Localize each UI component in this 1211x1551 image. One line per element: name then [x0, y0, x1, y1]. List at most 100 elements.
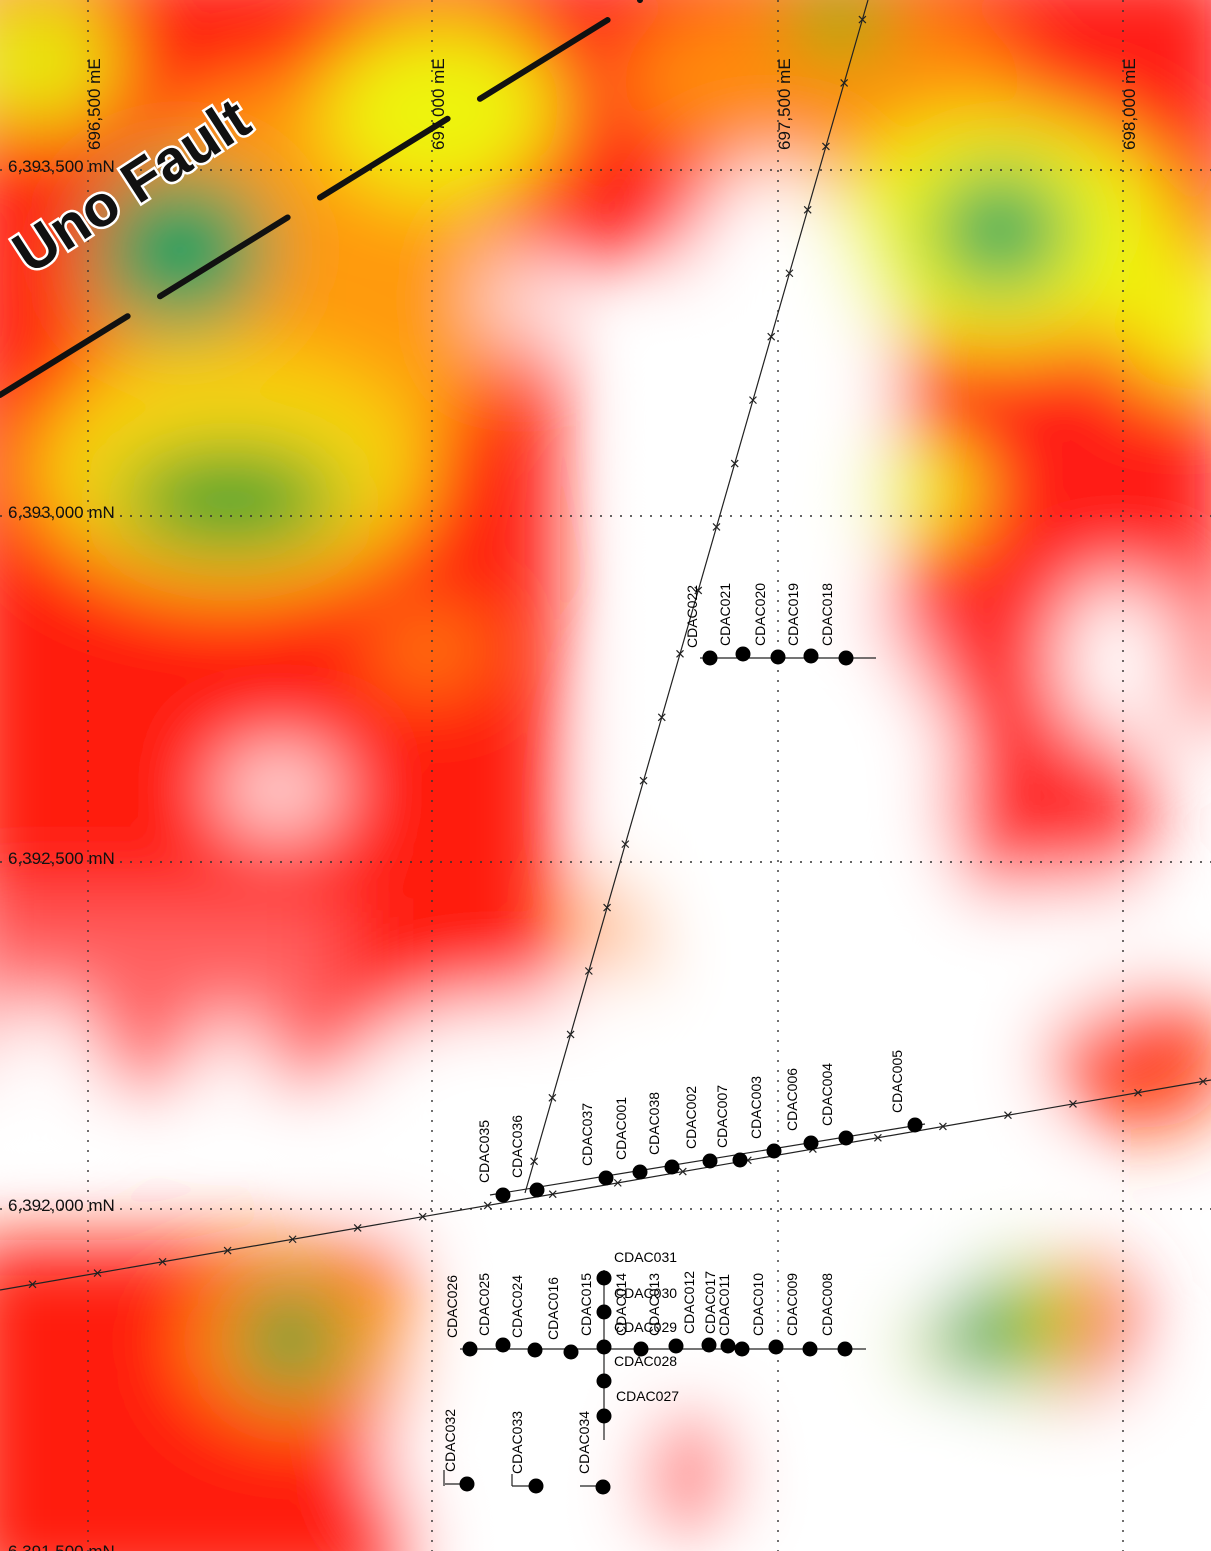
drillhole-label: CDAC021	[717, 583, 733, 646]
traverse-tick	[767, 332, 776, 341]
drillholes-south: CDAC026 CDAC025 CDAC024 CDAC016 CDAC015 …	[444, 1271, 853, 1360]
drillhole-marker	[529, 1182, 545, 1198]
drillhole-label: CDAC015	[578, 1273, 594, 1336]
drillhole-label: CDAC022	[684, 585, 700, 648]
drillhole-label: CDAC025	[476, 1273, 492, 1336]
traverse-tick	[1199, 1077, 1207, 1086]
drillhole-label: CDAC038	[646, 1092, 662, 1155]
traverse-tick	[803, 205, 812, 214]
drillhole-marker	[803, 648, 819, 664]
drillhole-label: CDAC014	[613, 1273, 629, 1336]
drillhole-marker	[495, 1337, 511, 1353]
drillhole-marker	[837, 1341, 853, 1357]
traverse-tick	[548, 1190, 557, 1199]
traverse-tick	[483, 1201, 492, 1210]
drillhole-label: CDAC010	[750, 1273, 766, 1336]
traverse-tick	[821, 142, 830, 151]
easting-label: 696,500 mE	[85, 58, 104, 150]
drillhole-label: CDAC024	[509, 1275, 525, 1338]
drillhole-label: CDAC006	[784, 1068, 800, 1131]
drillhole-marker	[734, 1341, 750, 1357]
drillholes-southern: CDAC032 CDAC033 CDAC034	[442, 1409, 611, 1495]
traverse-tick	[873, 1133, 882, 1142]
traverse-tick	[566, 1030, 575, 1039]
drillhole-label: CDAC028	[614, 1353, 677, 1369]
drillhole-marker	[838, 650, 854, 666]
drillhole-label: CDAC012	[681, 1271, 697, 1334]
drillhole-label: CDAC030	[614, 1285, 677, 1301]
drillhole-label: CDAC002	[683, 1086, 699, 1149]
easting-label: 698,000 mE	[1120, 58, 1139, 150]
diagonal-traverse	[524, 0, 869, 1194]
drillhole-marker	[595, 1479, 611, 1495]
traverse-tick	[223, 1246, 232, 1255]
drillhole-label: CDAC036	[509, 1115, 525, 1178]
drillhole-marker	[702, 650, 718, 666]
drillhole-marker	[702, 1153, 718, 1169]
northing-label: 6,393,500 mN	[8, 157, 115, 176]
traverse-tick	[712, 523, 721, 531]
drillhole-marker	[527, 1342, 543, 1358]
traverse-tick	[1004, 1111, 1012, 1120]
traverse-tick	[418, 1212, 427, 1221]
drillhole-marker	[563, 1344, 579, 1360]
traverse-tick	[353, 1224, 362, 1232]
drillhole-label: CDAC026	[444, 1275, 460, 1338]
drillholes-central: CDAC035 CDAC036 CDAC037 CDAC001 CDAC038 …	[476, 1050, 923, 1203]
drillhole-label: CDAC009	[784, 1273, 800, 1336]
traverse-tick	[584, 967, 593, 975]
drillhole-marker	[766, 1143, 782, 1159]
drillhole-marker	[495, 1187, 511, 1203]
drillhole-marker	[720, 1338, 736, 1354]
northing-label: 6,392,000 mN	[8, 1196, 115, 1215]
drillhole-label: CDAC037	[579, 1103, 595, 1166]
traverse-tick	[621, 840, 630, 849]
drillhole-marker	[459, 1476, 475, 1492]
traverse-tick	[858, 15, 867, 24]
northing-label: 6,393,000 mN	[8, 503, 115, 522]
drillhole-label: CDAC032	[442, 1409, 458, 1472]
traverse-tick	[657, 713, 666, 722]
drillhole-marker	[528, 1478, 544, 1494]
drillhole-label: CDAC033	[509, 1411, 525, 1474]
traverse-ticks	[28, 15, 1207, 1289]
drillhole-marker	[462, 1341, 478, 1357]
traverse-tick	[530, 1157, 539, 1166]
drillholes-cross: CDAC031 CDAC030 CDAC029 CDAC028 CDAC027	[596, 1249, 679, 1424]
traverse-tick	[676, 649, 684, 658]
easting-label: 697,000 mE	[429, 58, 448, 150]
traverse-tick	[749, 396, 757, 405]
traverse-tick	[1069, 1100, 1077, 1108]
traverse-tick	[678, 1167, 687, 1176]
traverse-tick	[548, 1093, 557, 1102]
drillhole-label: CDAC003	[748, 1076, 764, 1139]
traverse-tick	[639, 776, 648, 785]
drillhole-label: CDAC031	[614, 1249, 677, 1265]
northing-label: 6,392,500 mN	[8, 849, 115, 868]
drillhole-label: CDAC019	[785, 583, 801, 646]
drillhole-marker	[632, 1164, 648, 1180]
drillhole-marker	[803, 1135, 819, 1151]
drillhole-label: CDAC007	[714, 1085, 730, 1148]
drillhole-marker	[596, 1304, 612, 1320]
traverse-tick	[93, 1269, 102, 1278]
traverse-tick	[1134, 1088, 1142, 1097]
drillhole-label: CDAC004	[819, 1063, 835, 1126]
drillhole-marker	[668, 1338, 684, 1354]
drillhole-label: CDAC013	[646, 1273, 662, 1336]
traverse-tick	[288, 1235, 297, 1244]
drillhole-marker	[838, 1130, 854, 1146]
drillhole-marker	[664, 1159, 680, 1175]
drillhole-marker	[907, 1117, 923, 1133]
drillhole-label: CDAC018	[819, 583, 835, 646]
drillhole-marker	[735, 646, 751, 662]
drillhole-label: CDAC016	[545, 1277, 561, 1340]
drillhole-label: CDAC008	[819, 1273, 835, 1336]
drillhole-marker	[768, 1339, 784, 1355]
traverse-tick	[158, 1257, 167, 1266]
drillhole-marker	[596, 1270, 612, 1286]
traverse-tick	[939, 1122, 947, 1131]
